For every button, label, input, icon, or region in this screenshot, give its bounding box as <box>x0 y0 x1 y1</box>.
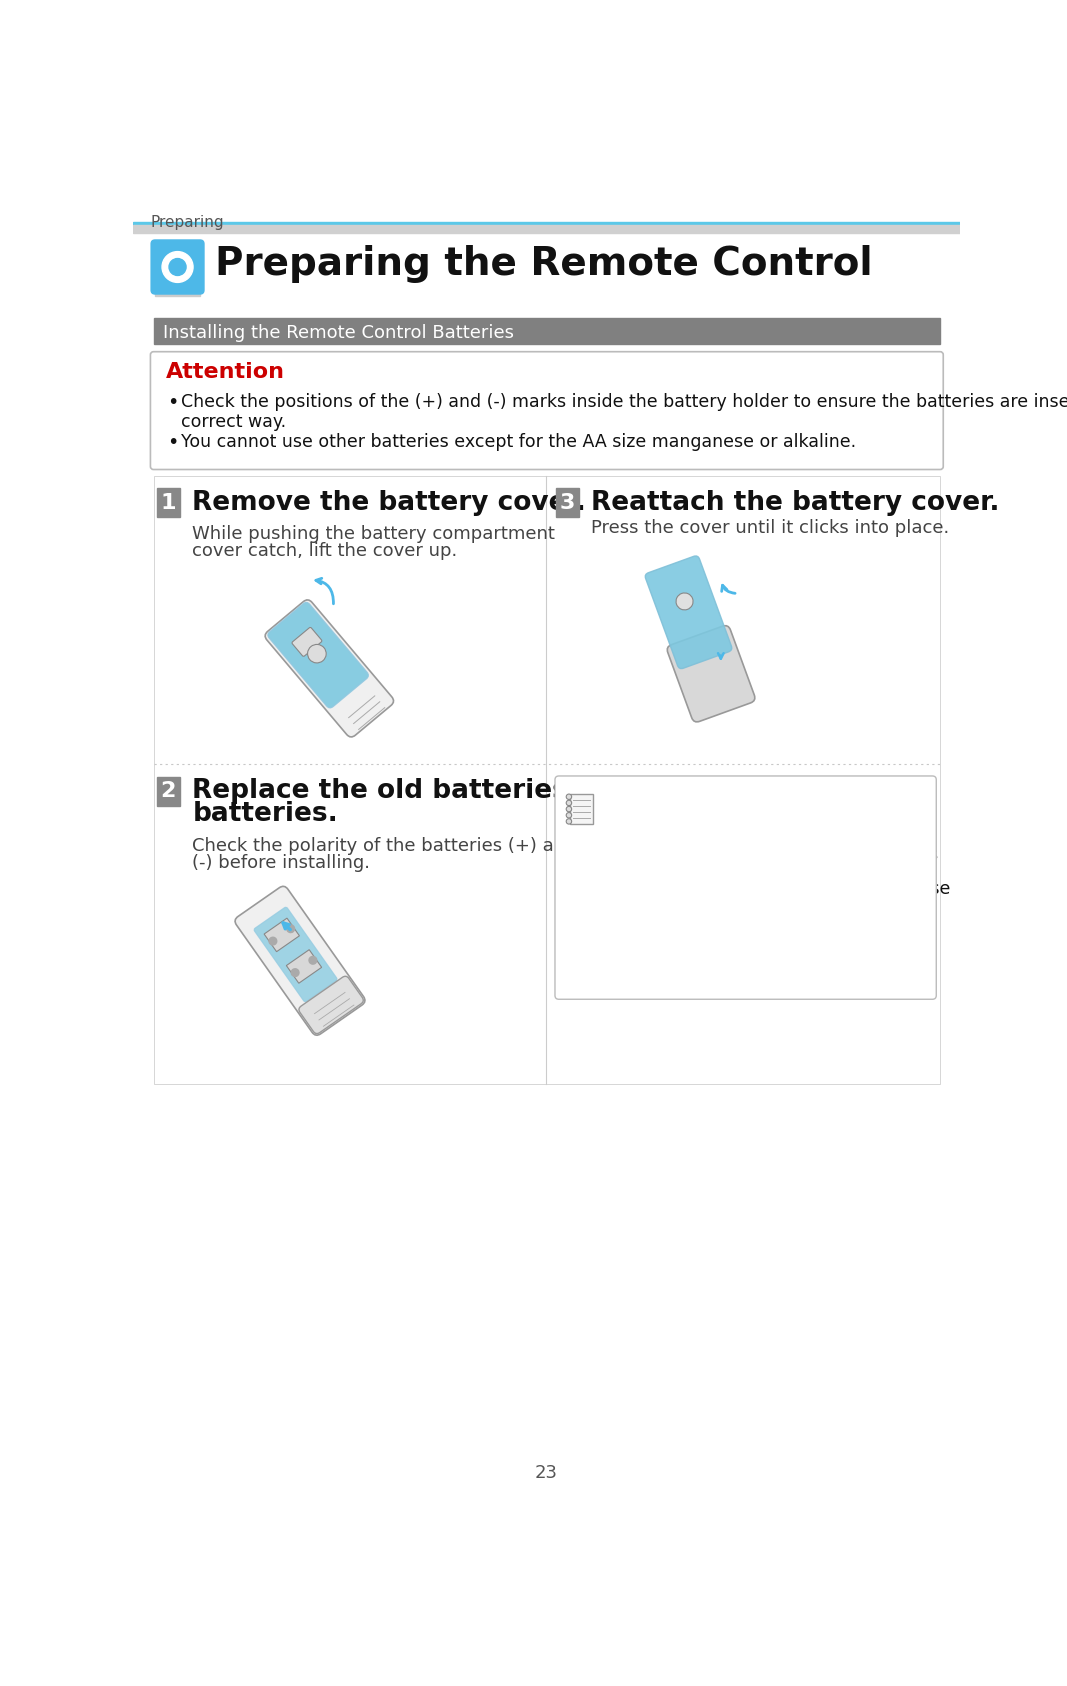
Text: Replace the old batteries with new: Replace the old batteries with new <box>192 779 713 804</box>
FancyBboxPatch shape <box>299 976 364 1034</box>
Bar <box>154 319 940 344</box>
Circle shape <box>567 819 572 824</box>
Circle shape <box>169 258 186 275</box>
FancyBboxPatch shape <box>268 602 368 708</box>
Circle shape <box>567 801 572 806</box>
FancyBboxPatch shape <box>150 352 943 469</box>
Text: cover catch, lift the cover up.: cover catch, lift the cover up. <box>192 541 458 560</box>
Bar <box>265 919 300 951</box>
Text: Preparing: Preparing <box>150 214 224 229</box>
Text: If delays in the responsiveness of the: If delays in the responsiveness of the <box>602 796 928 813</box>
Text: Press the cover until it clicks into place.: Press the cover until it clicks into pla… <box>591 519 950 536</box>
FancyBboxPatch shape <box>254 907 337 1001</box>
Bar <box>157 777 180 806</box>
Text: Attention: Attention <box>166 362 285 383</box>
Text: (-) before installing.: (-) before installing. <box>192 853 370 872</box>
Text: or alkaline batteries ready.: or alkaline batteries ready. <box>602 897 835 915</box>
Text: correct way.: correct way. <box>181 413 287 432</box>
Circle shape <box>309 956 317 964</box>
Circle shape <box>287 926 294 932</box>
FancyBboxPatch shape <box>150 239 205 295</box>
Bar <box>154 475 940 1084</box>
Text: •: • <box>168 393 179 413</box>
Text: Check the polarity of the batteries (+) and: Check the polarity of the batteries (+) … <box>192 836 577 855</box>
Bar <box>286 949 321 983</box>
FancyBboxPatch shape <box>235 887 365 1035</box>
Bar <box>157 487 180 518</box>
Bar <box>133 226 960 233</box>
Text: batteries.: batteries. <box>192 801 338 828</box>
Text: 2: 2 <box>160 781 176 801</box>
Text: 1: 1 <box>160 492 176 513</box>
Text: While pushing the battery compartment: While pushing the battery compartment <box>192 524 555 543</box>
Text: Check the positions of the (+) and (-) marks inside the battery holder to ensure: Check the positions of the (+) and (-) m… <box>181 393 1067 411</box>
Text: 23: 23 <box>535 1463 558 1482</box>
Text: Preparing the Remote Control: Preparing the Remote Control <box>214 244 873 283</box>
FancyBboxPatch shape <box>292 627 322 656</box>
Text: batteries. Have two AA size manganese: batteries. Have two AA size manganese <box>602 880 951 899</box>
Text: 3: 3 <box>560 492 575 513</box>
Bar <box>133 223 960 226</box>
Text: operate, it probably means that the: operate, it probably means that the <box>602 830 914 846</box>
Text: •: • <box>168 433 179 452</box>
Text: Remove the battery cover.: Remove the battery cover. <box>192 489 586 516</box>
Bar <box>556 487 579 518</box>
Circle shape <box>162 251 193 282</box>
Text: happens, replace them with new: happens, replace them with new <box>602 863 888 882</box>
Text: Installing the Remote Control Batteries: Installing the Remote Control Batteries <box>163 324 514 342</box>
FancyBboxPatch shape <box>265 600 394 737</box>
Circle shape <box>567 813 572 818</box>
FancyBboxPatch shape <box>555 776 936 1000</box>
Circle shape <box>676 593 694 610</box>
FancyBboxPatch shape <box>646 556 732 669</box>
Bar <box>155 290 200 297</box>
Circle shape <box>291 969 299 976</box>
Circle shape <box>567 794 572 799</box>
Circle shape <box>307 644 327 663</box>
Text: You cannot use other batteries except for the AA size manganese or alkaline.: You cannot use other batteries except fo… <box>181 433 857 452</box>
Text: remote control occur or if it does not: remote control occur or if it does not <box>602 813 924 830</box>
Text: batteries are becoming flat. When this: batteries are becoming flat. When this <box>602 846 938 863</box>
FancyBboxPatch shape <box>667 626 754 722</box>
Text: Reattach the battery cover.: Reattach the battery cover. <box>591 489 1000 516</box>
Circle shape <box>567 806 572 811</box>
Circle shape <box>269 937 276 944</box>
Bar <box>570 794 593 824</box>
